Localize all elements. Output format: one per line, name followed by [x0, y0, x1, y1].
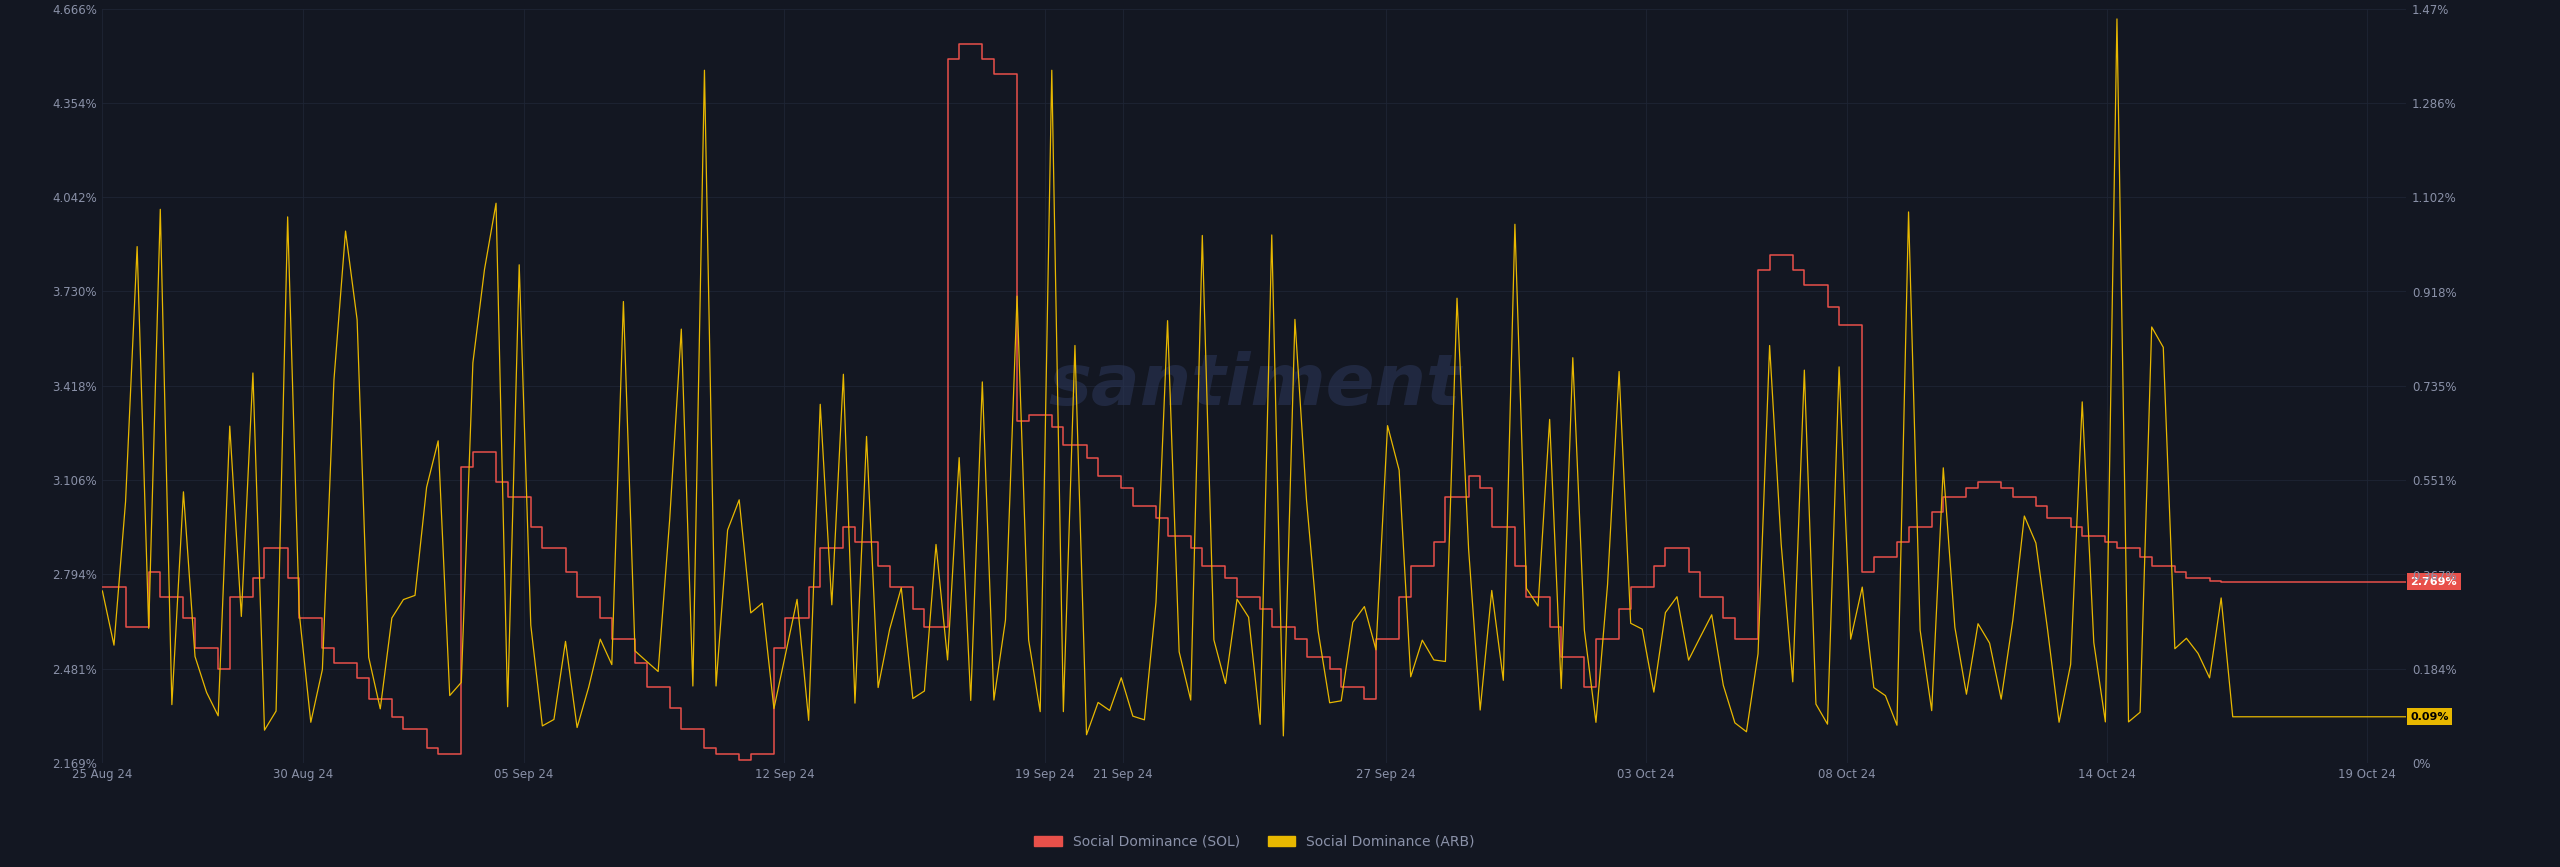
Text: santiment: santiment — [1047, 351, 1462, 420]
Legend: Social Dominance (SOL), Social Dominance (ARB): Social Dominance (SOL), Social Dominance… — [1029, 829, 1480, 854]
Text: 0.09%: 0.09% — [2412, 712, 2450, 722]
Text: 2.769%: 2.769% — [2412, 577, 2458, 587]
